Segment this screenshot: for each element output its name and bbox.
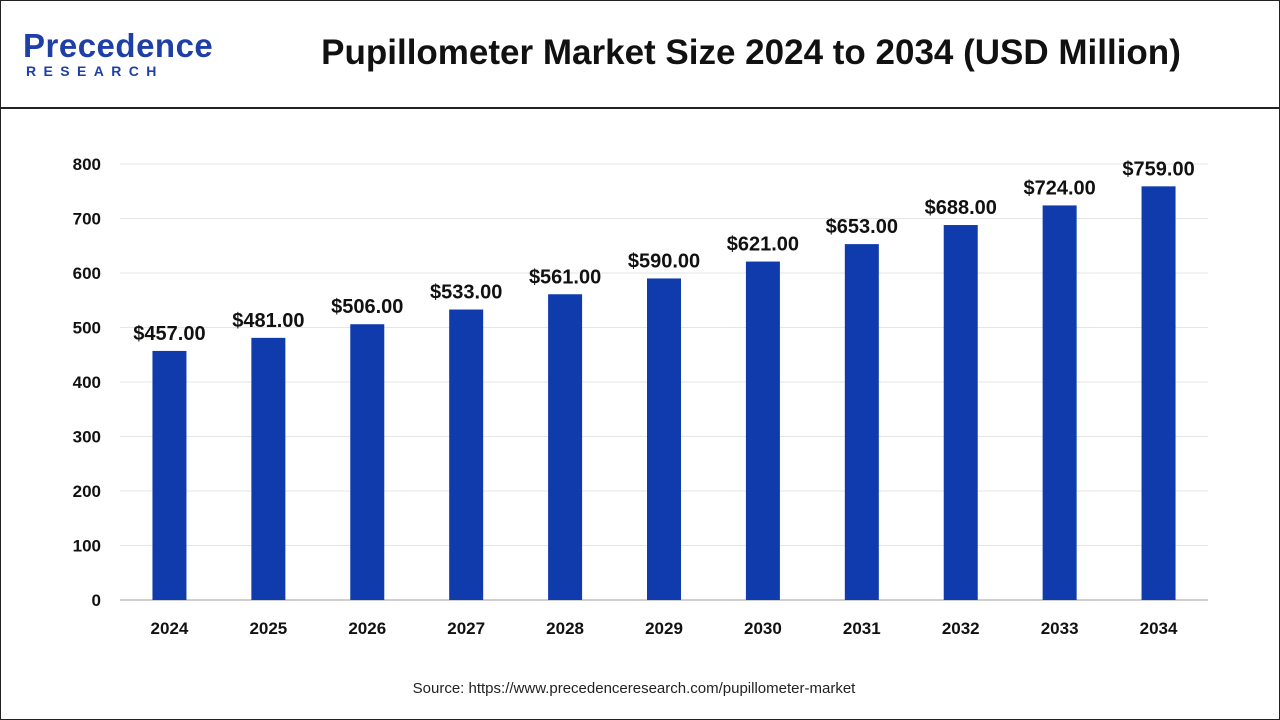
bar [1141, 186, 1176, 600]
y-tick-label: 200 [73, 482, 101, 501]
x-tick-label: 2026 [348, 619, 386, 638]
data-label: $621.00 [727, 234, 799, 256]
x-tick-label: 2030 [744, 619, 782, 638]
header: Precedence RESEARCH Pupillometer Market … [1, 1, 1279, 109]
x-tick-label: 2027 [447, 619, 485, 638]
bar [647, 278, 681, 600]
leaf-icon [27, 30, 41, 44]
bar [844, 244, 879, 601]
x-tick-label: 2031 [843, 619, 881, 638]
x-tick-label: 2034 [1140, 619, 1178, 638]
y-tick-label: 500 [73, 319, 101, 338]
data-label: $506.00 [331, 296, 403, 318]
x-tick-label: 2029 [645, 619, 683, 638]
x-tick-label: 2024 [151, 619, 189, 638]
y-tick-label: 800 [73, 155, 101, 174]
bar [943, 225, 978, 600]
x-tick-label: 2028 [546, 619, 584, 638]
y-tick-label: 0 [92, 591, 101, 610]
x-tick-label: 2032 [942, 619, 980, 638]
data-label: $688.00 [925, 197, 997, 219]
y-tick-label: 100 [73, 537, 101, 556]
bar [745, 261, 780, 600]
source-note: Source: https://www.precedenceresearch.c… [412, 680, 856, 697]
bar [350, 324, 385, 600]
y-tick-label: 700 [73, 210, 101, 229]
data-label: $724.00 [1023, 177, 1095, 199]
data-label: $457.00 [133, 323, 205, 345]
bar [251, 337, 286, 600]
logo-wordmark: Precedence [23, 27, 214, 64]
bar [1042, 205, 1077, 601]
data-label: $759.00 [1122, 158, 1194, 180]
precedence-research-logo: Precedence RESEARCH [23, 27, 213, 83]
y-tick-label: 300 [73, 428, 101, 447]
logo-subtitle: RESEARCH [26, 63, 164, 79]
chart-title: Pupillometer Market Size 2024 to 2034 (U… [321, 33, 1181, 72]
data-label: $533.00 [430, 282, 502, 304]
bar [152, 350, 187, 600]
data-label: $653.00 [826, 216, 898, 238]
bar [449, 309, 484, 600]
y-tick-label: 600 [73, 264, 101, 283]
bar-chart: 0 100 200 300 400 500 600 700 800 $457.00 2024 $481… [73, 155, 1208, 638]
data-label: $590.00 [628, 250, 700, 272]
data-label: $561.00 [529, 266, 601, 288]
data-label: $481.00 [232, 310, 304, 332]
bar [548, 294, 583, 600]
x-tick-label: 2033 [1041, 619, 1079, 638]
x-tick-label: 2025 [249, 619, 287, 638]
y-tick-label: 400 [73, 373, 101, 392]
